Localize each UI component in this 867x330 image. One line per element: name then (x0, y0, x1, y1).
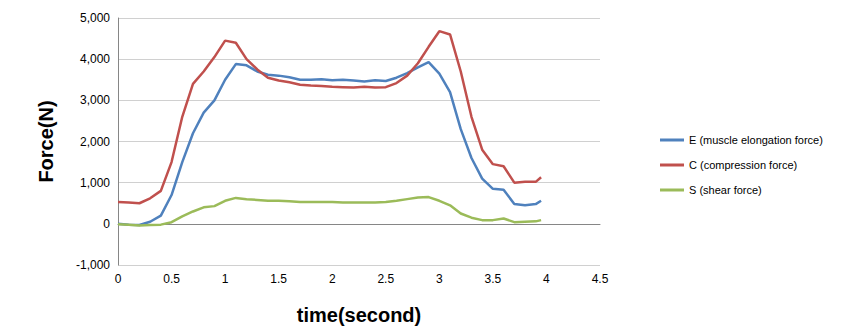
svg-text:0: 0 (115, 272, 122, 286)
svg-text:2,000: 2,000 (80, 135, 110, 149)
svg-text:3: 3 (436, 272, 443, 286)
svg-text:0: 0 (103, 217, 110, 231)
svg-text:4.5: 4.5 (592, 272, 609, 286)
svg-text:1.5: 1.5 (270, 272, 287, 286)
svg-text:2.5: 2.5 (377, 272, 394, 286)
svg-text:5,000: 5,000 (80, 11, 110, 25)
svg-text:3,000: 3,000 (80, 93, 110, 107)
svg-text:3.5: 3.5 (485, 272, 502, 286)
svg-text:2: 2 (329, 272, 336, 286)
svg-text:time(second): time(second) (297, 304, 421, 326)
svg-text:1,000: 1,000 (80, 176, 110, 190)
svg-text:-1,000: -1,000 (76, 258, 110, 272)
svg-text:0.5: 0.5 (163, 272, 180, 286)
svg-text:4,000: 4,000 (80, 52, 110, 66)
svg-text:S (shear force): S (shear force) (689, 184, 762, 196)
svg-text:E (muscle elongation force): E (muscle elongation force) (689, 134, 823, 146)
svg-text:C (compression force): C (compression force) (689, 159, 797, 171)
svg-text:Force(N): Force(N) (35, 100, 57, 182)
svg-text:1: 1 (222, 272, 229, 286)
svg-text:4: 4 (543, 272, 550, 286)
